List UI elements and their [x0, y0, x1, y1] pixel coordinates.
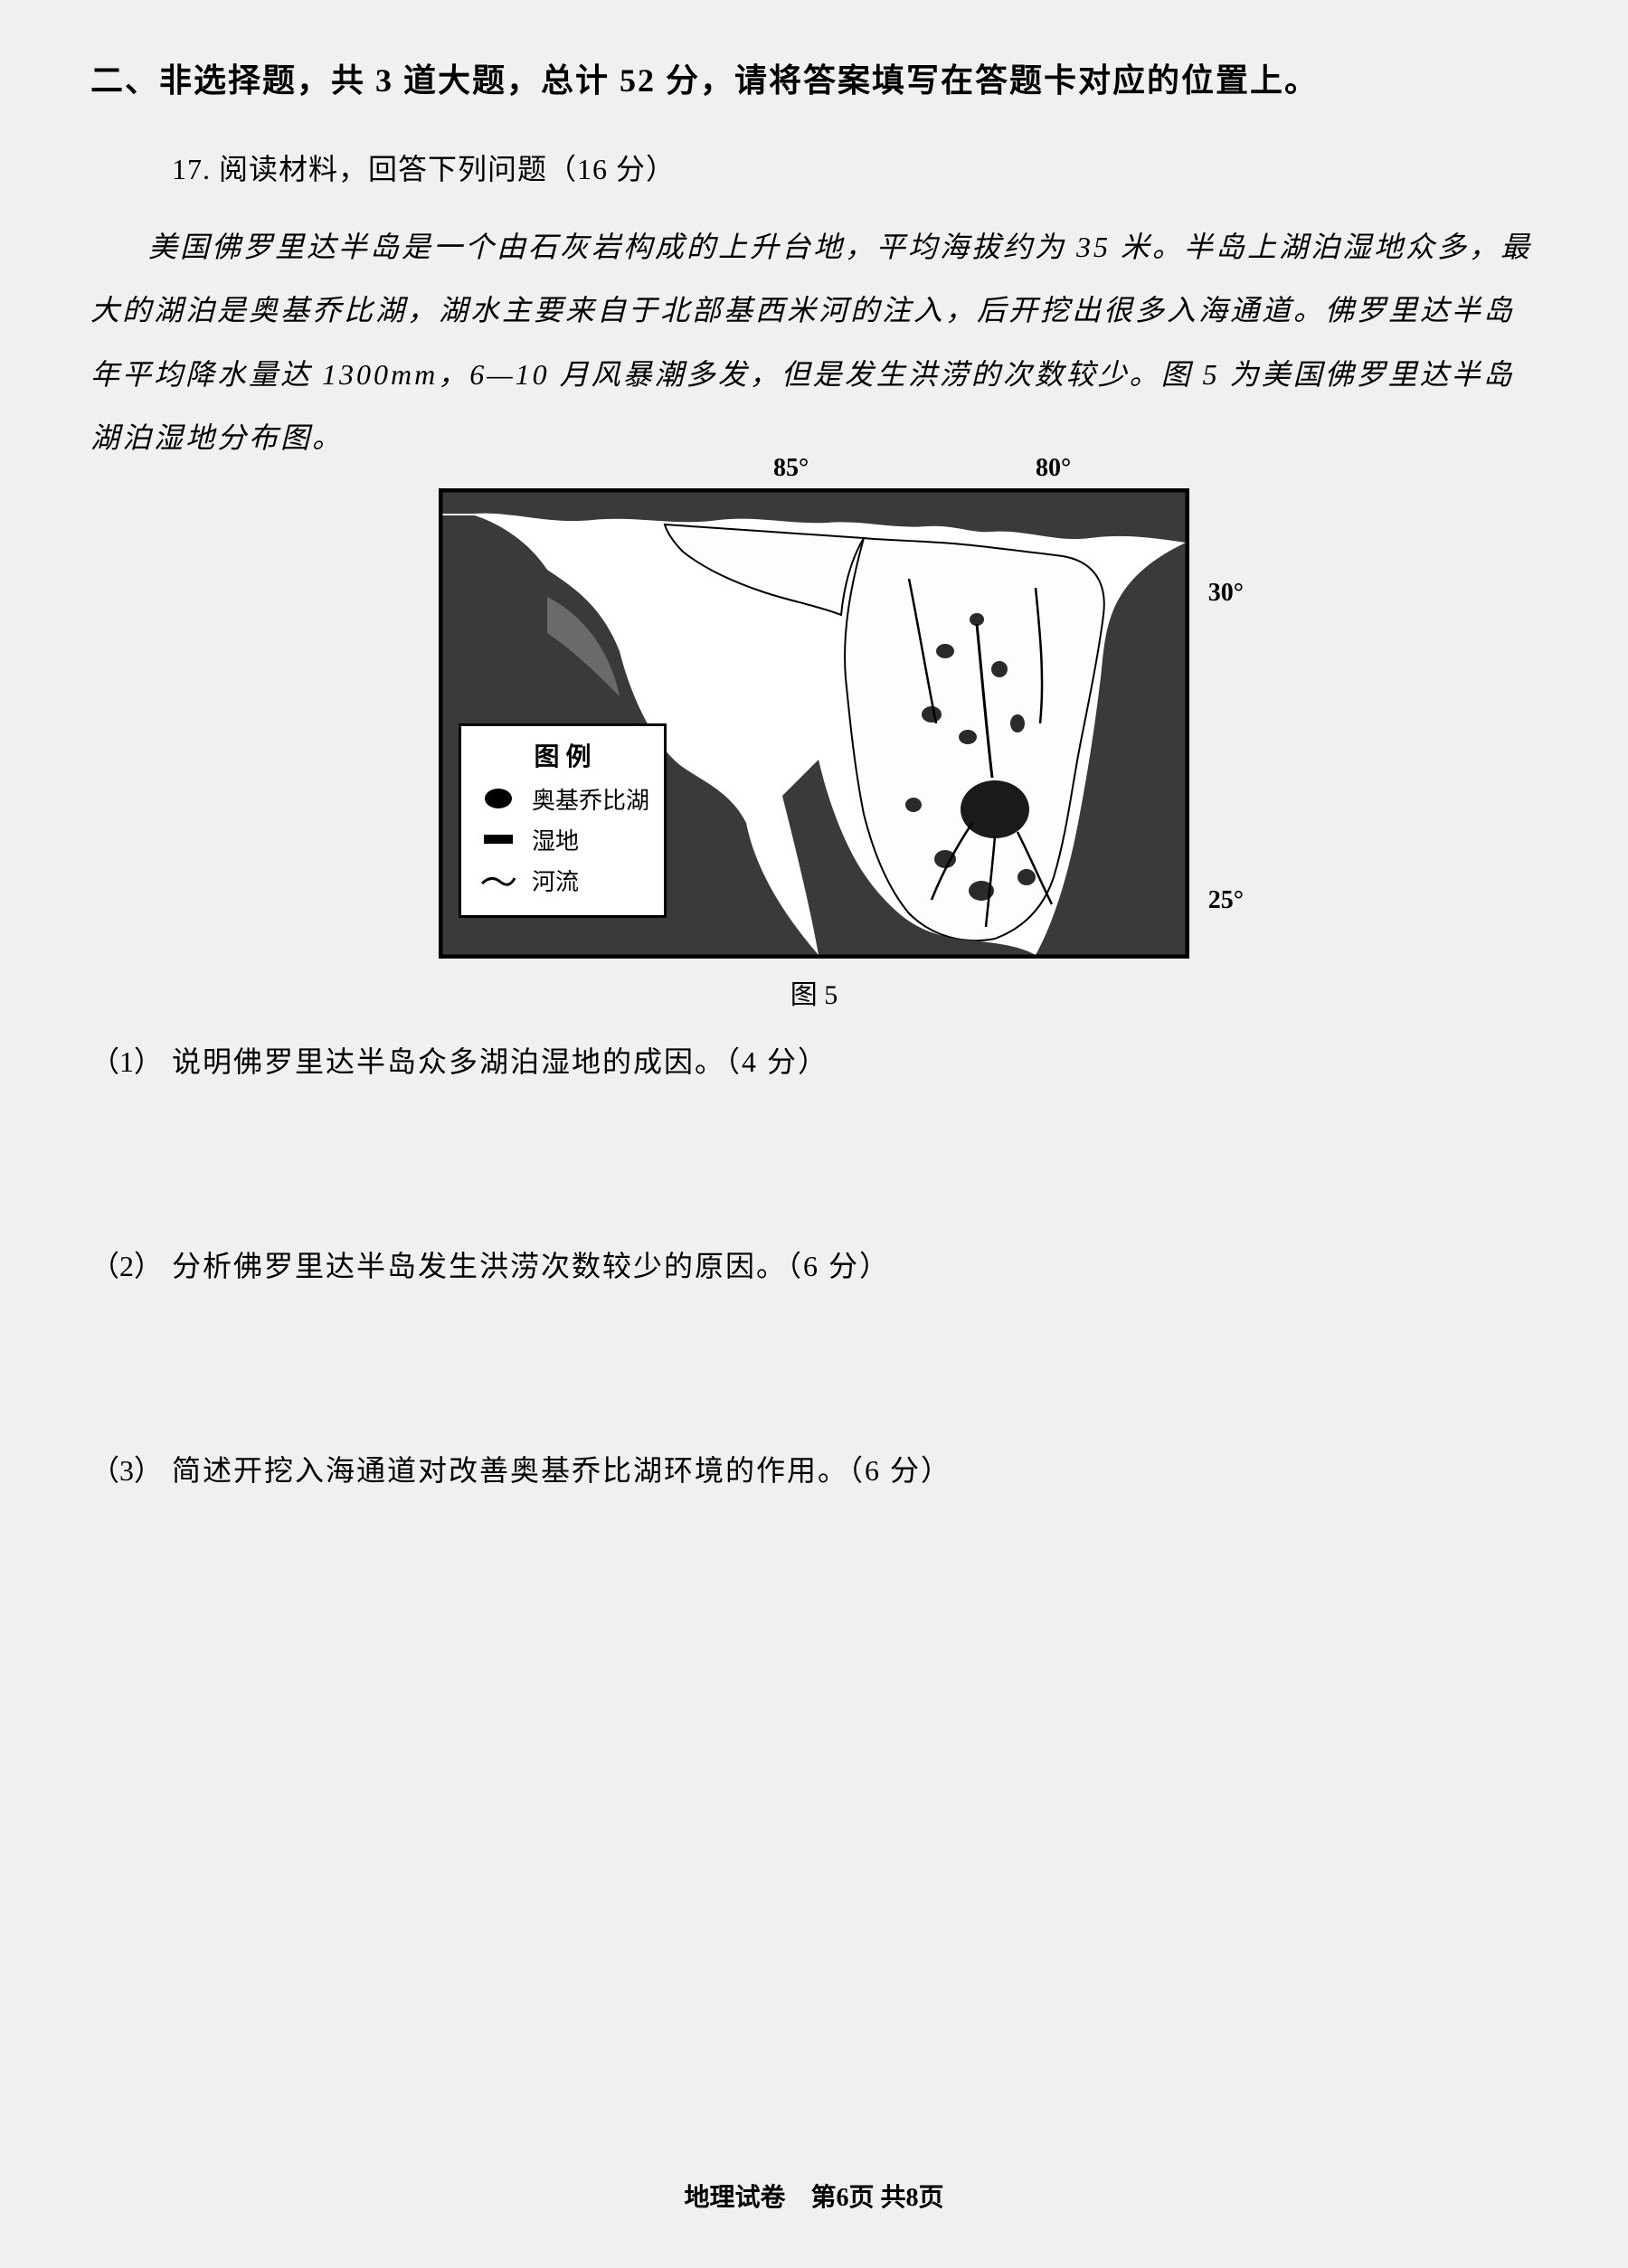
sub-question-2: （2） 分析佛罗里达半岛发生洪涝次数较少的原因。（6 分）	[90, 1243, 1547, 1285]
legend-label: 湿地	[532, 823, 579, 856]
figure-container: 85° 80° 30° 25° 图 例 奥基乔比湖 湿地	[81, 488, 1547, 1012]
legend-label: 奥基乔比湖	[532, 782, 649, 816]
river-icon	[476, 871, 521, 889]
sub-question-3: （3） 简述开挖入海通道对改善奥基乔比湖环境的作用。（6 分）	[90, 1448, 1547, 1489]
page-footer: 地理试卷 第6页 共8页	[0, 2178, 1628, 2214]
sub-question-text: 简述开挖入海通道对改善奥基乔比湖环境的作用。（6 分）	[172, 1448, 951, 1489]
wetland-icon	[476, 830, 521, 848]
question-passage: 美国佛罗里达半岛是一个由石灰岩构成的上升台地，平均海拔约为 35 米。半岛上湖泊…	[90, 215, 1538, 470]
legend-title: 图 例	[476, 737, 649, 773]
sub-question-number: （1）	[90, 1039, 172, 1081]
longitude-80-label: 80°	[1036, 454, 1071, 483]
lake-icon	[476, 787, 521, 810]
map-legend: 图 例 奥基乔比湖 湿地 河流	[459, 723, 667, 918]
question-intro: 17. 阅读材料，回答下列问题（16 分）	[172, 146, 1547, 188]
sub-question-text: 分析佛罗里达半岛发生洪涝次数较少的原因。（6 分）	[172, 1243, 890, 1285]
legend-item-lake: 奥基乔比湖	[476, 782, 649, 816]
longitude-85-label: 85°	[773, 454, 809, 483]
figure-caption: 图 5	[81, 972, 1547, 1012]
sub-question-1: （1） 说明佛罗里达半岛众多湖泊湿地的成因。（4 分）	[90, 1039, 1547, 1081]
latitude-25-label: 25°	[1208, 886, 1244, 915]
legend-label: 河流	[532, 864, 579, 897]
sub-question-number: （2）	[90, 1243, 172, 1285]
sub-question-number: （3）	[90, 1448, 172, 1489]
section-header: 二、非选择题，共 3 道大题，总计 52 分，请将答案填写在答题卡对应的位置上。	[90, 54, 1547, 101]
legend-item-wetland: 湿地	[476, 823, 649, 856]
latitude-30-label: 30°	[1208, 579, 1244, 608]
legend-item-river: 河流	[476, 864, 649, 897]
sub-question-text: 说明佛罗里达半岛众多湖泊湿地的成因。（4 分）	[172, 1039, 828, 1081]
